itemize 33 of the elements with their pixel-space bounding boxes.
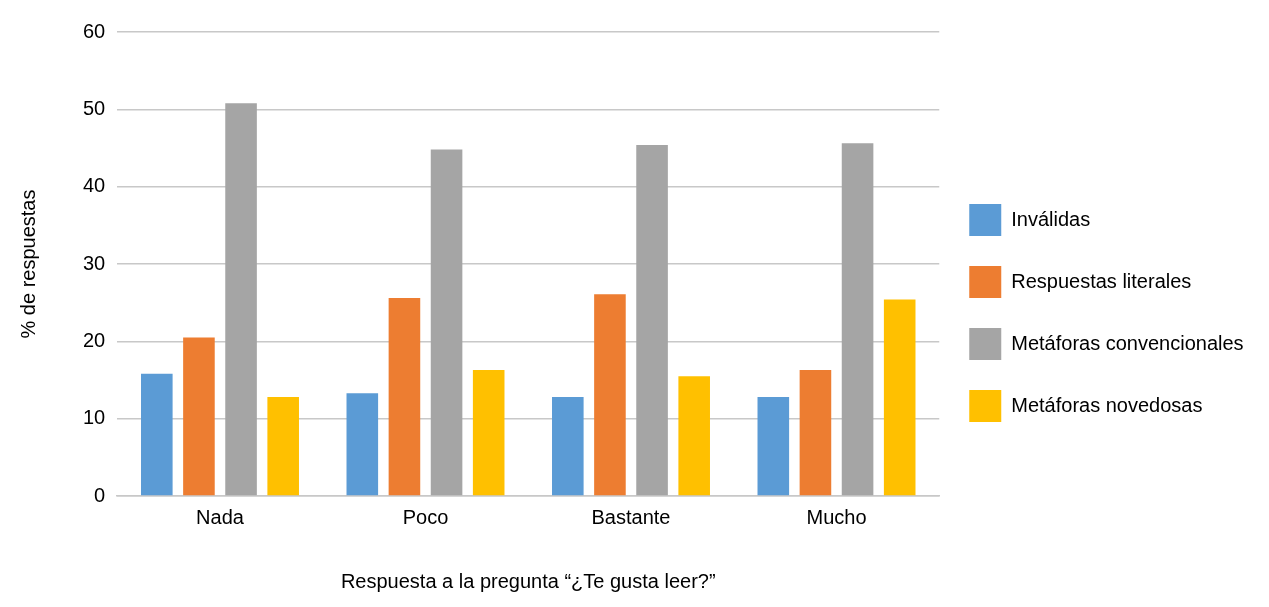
bar bbox=[678, 376, 710, 496]
y-axis-title: % de respuestas bbox=[16, 189, 39, 339]
y-tick-label: 30 bbox=[83, 251, 106, 274]
x-tick-label: Bastante bbox=[591, 505, 671, 528]
bar bbox=[225, 103, 257, 496]
bar bbox=[430, 149, 463, 496]
legend-label: Respuestas literales bbox=[1011, 269, 1192, 292]
x-axis-title: Respuesta a la pregunta “¿Te gusta leer?” bbox=[340, 569, 716, 592]
x-tick-label: Mucho bbox=[806, 505, 867, 528]
bar bbox=[346, 393, 379, 496]
x-tick-label: Nada bbox=[196, 505, 245, 528]
legend-label: Inválidas bbox=[1011, 207, 1091, 230]
y-tick-label: 60 bbox=[83, 19, 106, 42]
y-tick-label: 40 bbox=[83, 174, 106, 197]
y-tick-label: 20 bbox=[83, 328, 106, 351]
y-tick-label: 0 bbox=[94, 483, 106, 506]
bar bbox=[799, 369, 832, 496]
bar bbox=[472, 369, 505, 496]
legend-label: Metáforas convencionales bbox=[1011, 331, 1244, 354]
bar bbox=[594, 294, 626, 496]
y-tick-label: 50 bbox=[83, 96, 106, 119]
bar bbox=[841, 143, 874, 496]
bar bbox=[267, 397, 299, 496]
legend-label: Metáforas novedosas bbox=[1011, 393, 1203, 416]
bar bbox=[757, 397, 790, 496]
bar bbox=[183, 337, 215, 496]
bar bbox=[388, 298, 421, 496]
x-tick-label: Poco bbox=[402, 505, 449, 528]
bar bbox=[883, 299, 916, 496]
bar bbox=[552, 397, 584, 496]
y-tick-label: 10 bbox=[83, 406, 106, 429]
bar bbox=[636, 144, 668, 496]
bar bbox=[141, 373, 173, 496]
